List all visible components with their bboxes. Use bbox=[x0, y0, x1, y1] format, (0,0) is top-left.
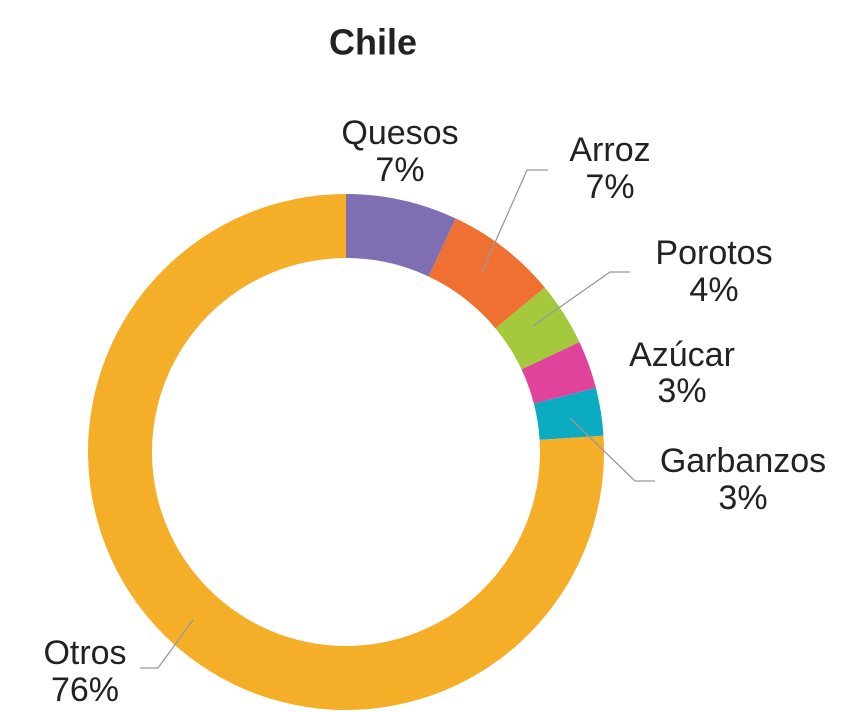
slice-value-label: 3% bbox=[718, 479, 767, 517]
slice-value-label: 3% bbox=[657, 372, 706, 410]
slice-label: Arroz bbox=[569, 131, 650, 169]
chart-title: Chile bbox=[329, 22, 417, 63]
slice-value-label: 7% bbox=[375, 151, 424, 189]
slice-value-label: 7% bbox=[585, 168, 634, 206]
slice-label: Otros bbox=[43, 634, 126, 672]
slice-label: Garbanzos bbox=[660, 442, 826, 480]
leader-line bbox=[532, 271, 630, 327]
donut-slice bbox=[533, 387, 604, 440]
slice-value-label: 4% bbox=[689, 271, 738, 309]
donut-slice bbox=[521, 342, 596, 404]
slice-label: Azúcar bbox=[629, 336, 735, 374]
slice-value-label: 76% bbox=[51, 671, 119, 709]
leader-line bbox=[481, 169, 548, 273]
leader-line bbox=[140, 619, 194, 669]
donut-slice bbox=[346, 194, 456, 277]
donut-slice bbox=[428, 218, 545, 329]
slice-label: Porotos bbox=[655, 234, 772, 272]
leader-line bbox=[569, 417, 655, 482]
slice-label: Quesos bbox=[341, 114, 458, 152]
